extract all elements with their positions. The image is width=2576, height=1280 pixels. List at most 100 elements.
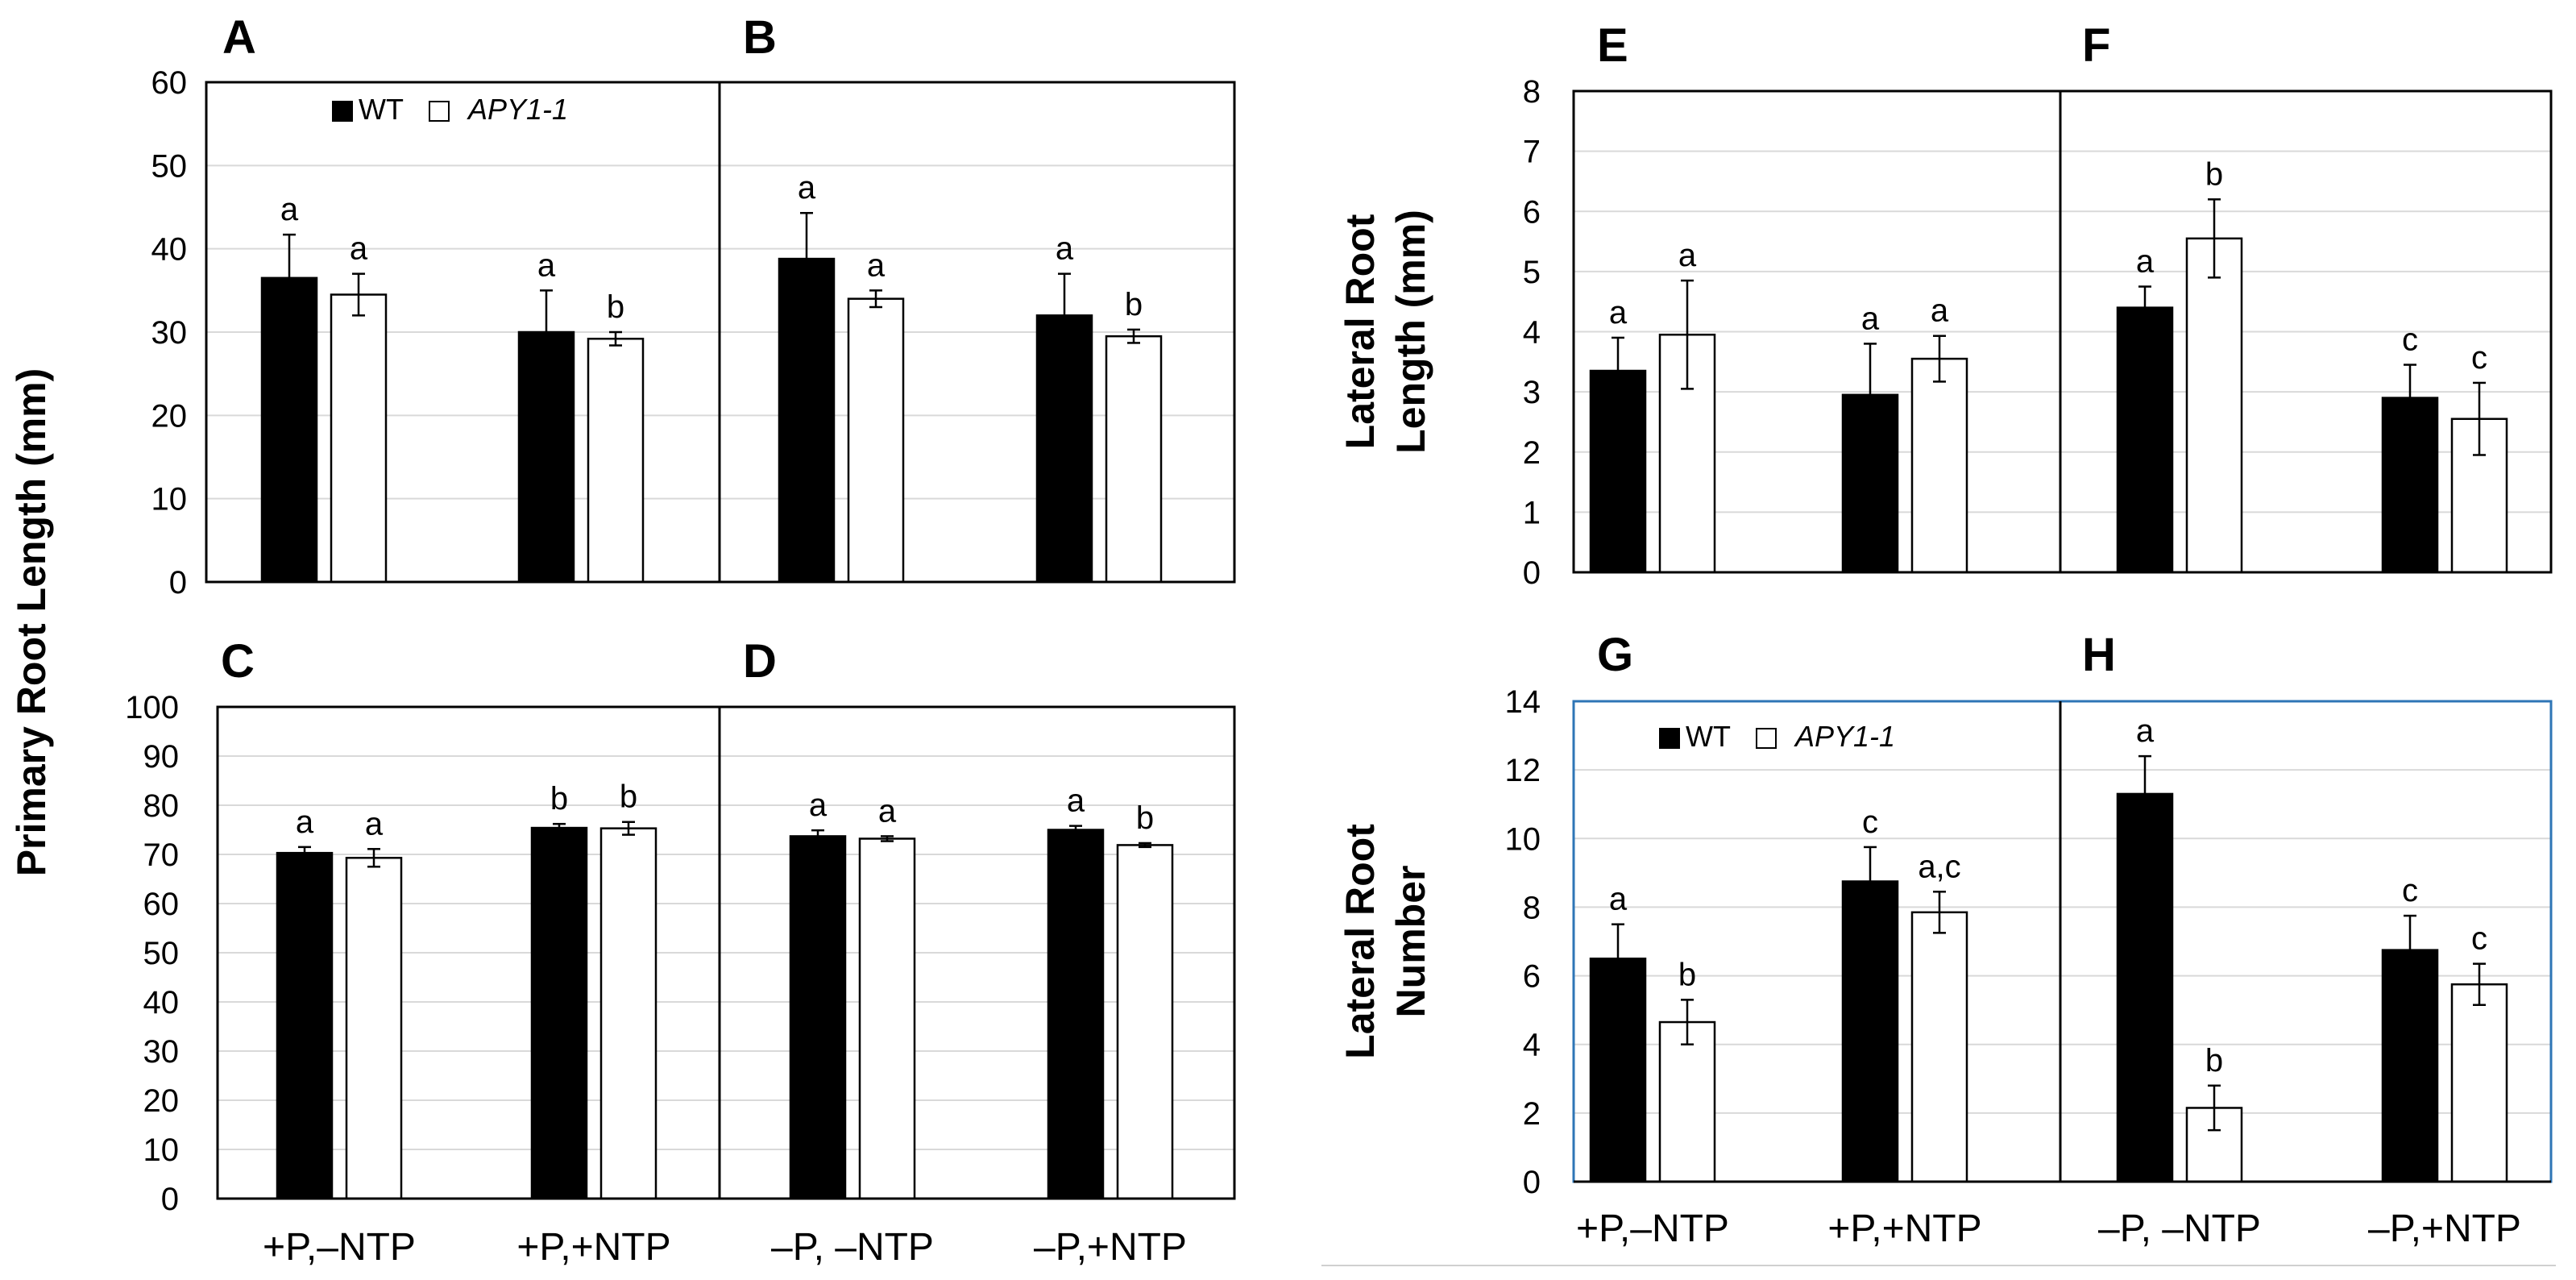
y-tick-label: 4	[1523, 315, 1541, 351]
significance-label: a	[1609, 882, 1628, 917]
y-tick-label: 0	[161, 1182, 179, 1217]
bar-apy1-1	[847, 297, 905, 584]
y-tick-label: 6	[1523, 959, 1541, 995]
y-tick-label: 3	[1523, 375, 1541, 410]
legend-label-apy1-1: APY1-1	[467, 93, 568, 126]
panel-letter-g: G	[1597, 629, 1633, 681]
y-tick-label: 60	[151, 65, 188, 101]
y-tick-label: 40	[151, 232, 188, 268]
significance-label: a	[878, 793, 897, 829]
category-label: –P,+NTP	[1034, 1226, 1187, 1269]
legend-label-apy1-1: APY1-1	[1794, 720, 1895, 753]
significance-label: b	[2205, 1043, 2223, 1078]
primary-root-length-axis-label: Primary Root Length (mm)	[9, 368, 54, 877]
bar-apy1-1	[345, 857, 403, 1200]
y-tick-label: 4	[1523, 1028, 1541, 1063]
panel-letter-c: C	[221, 635, 255, 688]
category-label: +P,–NTP	[1576, 1207, 1729, 1250]
y-tick-label: 0	[1523, 1165, 1541, 1200]
chart-primary-root-length-bottom: 0 10 20 30 40 50 60 70 80 90 100 a b a a a b a b C D	[125, 635, 1236, 1217]
category-label: –P, –NTP	[771, 1226, 934, 1269]
y-tick-label: 60	[143, 887, 180, 922]
bar-apy1-1	[330, 293, 388, 584]
bar-wt	[789, 835, 847, 1200]
significance-label: a	[1678, 238, 1697, 273]
y-tick-label: 50	[151, 148, 188, 184]
y-tick-label: 2	[1523, 435, 1541, 471]
y-tick-label: 7	[1523, 135, 1541, 170]
panel-letter-e: E	[1597, 19, 1628, 72]
y-tick-label: 8	[1523, 74, 1541, 110]
significance-label: a	[1861, 301, 1880, 336]
y-tick-label: 5	[1523, 255, 1541, 290]
legend-label-wt: WT	[359, 93, 404, 126]
significance-label: a	[537, 247, 556, 283]
significance-label: a	[2136, 713, 2155, 749]
legend-swatch-apy1-1	[1756, 728, 1777, 749]
y-tick-label: 30	[143, 1034, 180, 1070]
legend-swatch-wt	[332, 101, 353, 122]
y-tick-label: 80	[143, 788, 180, 824]
significance-label: b	[1678, 957, 1696, 992]
y-tick-label: 0	[169, 565, 187, 601]
significance-label: a	[1931, 293, 1949, 329]
y-tick-label: 10	[1505, 821, 1541, 857]
plot-frame	[216, 705, 1236, 1200]
significance-label: c	[2402, 873, 2418, 908]
category-label: +P,+NTP	[516, 1226, 670, 1269]
y-tick-label: 100	[125, 690, 179, 725]
y-tick-label: 40	[143, 985, 180, 1020]
significance-label: a	[1056, 231, 1074, 267]
y-axis-label: Lateral Root	[1338, 214, 1383, 449]
y-tick-label: 10	[151, 482, 188, 517]
y-tick-label: 12	[1505, 753, 1541, 788]
significance-label: a	[365, 806, 384, 842]
significance-label: a	[1067, 783, 1085, 819]
significance-label: b	[1136, 800, 1154, 836]
panel-letter-b: B	[743, 11, 777, 64]
significance-label: a	[1609, 295, 1628, 330]
bar-apy1-1	[1658, 1020, 1716, 1183]
significance-label: b	[550, 781, 568, 817]
y-tick-label: 0	[1523, 555, 1541, 591]
panel-letter-a: A	[222, 11, 256, 64]
bar-apy1-1	[599, 827, 657, 1200]
category-label: +P,+NTP	[1827, 1207, 1981, 1250]
bar-apy1-1	[1116, 844, 1174, 1200]
significance-label: c	[1862, 804, 1878, 840]
significance-label: a	[296, 804, 314, 840]
category-label: +P,–NTP	[263, 1226, 416, 1269]
bar-wt	[2116, 306, 2174, 574]
y-tick-label: 10	[143, 1132, 180, 1168]
bar-apy1-1	[1105, 335, 1163, 584]
bar-wt	[2381, 949, 2439, 1183]
category-label: –P, –NTP	[2098, 1207, 2261, 1250]
bar-apy1-1	[1910, 911, 1968, 1183]
chart-lateral-root-length: 0 1 2 3 4 5 6 7 8 a a a c a a b c E F Lateral Root Length (m…	[1338, 19, 2553, 591]
category-label: –P,+NTP	[2368, 1207, 2521, 1250]
category-labels-left: +P,–NTP +P,+NTP –P, –NTP –P,+NTP	[263, 1226, 1187, 1269]
bar-apy1-1	[1910, 357, 1968, 574]
significance-label: b	[620, 779, 637, 815]
bar-wt	[778, 257, 836, 584]
category-labels-right: +P,–NTP +P,+NTP –P, –NTP –P,+NTP	[1576, 1207, 2521, 1250]
significance-label: b	[607, 289, 624, 325]
y-tick-label: 6	[1523, 194, 1541, 230]
bar-apy1-1	[2450, 983, 2508, 1183]
y-axis-label: Lateral Root	[1338, 824, 1383, 1059]
significance-label: a	[2136, 244, 2155, 280]
significance-label: a	[280, 192, 299, 227]
bar-apy1-1	[587, 338, 645, 584]
y-tick-label: 70	[143, 837, 180, 873]
chart-lateral-root-number: 0 2 4 6 8 10 12 14 a c a c b a,c b c G H Lateral Root Numbe…	[1338, 629, 2553, 1200]
bar-apy1-1	[858, 837, 916, 1200]
y-tick-label: 90	[143, 739, 180, 775]
significance-label: c	[2471, 921, 2487, 957]
bar-wt	[276, 851, 334, 1200]
significance-label: a,c	[1918, 849, 1960, 884]
bar-wt	[1035, 314, 1093, 584]
y-tick-label: 1	[1523, 495, 1541, 530]
significance-label: a	[867, 247, 886, 283]
bar-wt	[260, 276, 318, 584]
